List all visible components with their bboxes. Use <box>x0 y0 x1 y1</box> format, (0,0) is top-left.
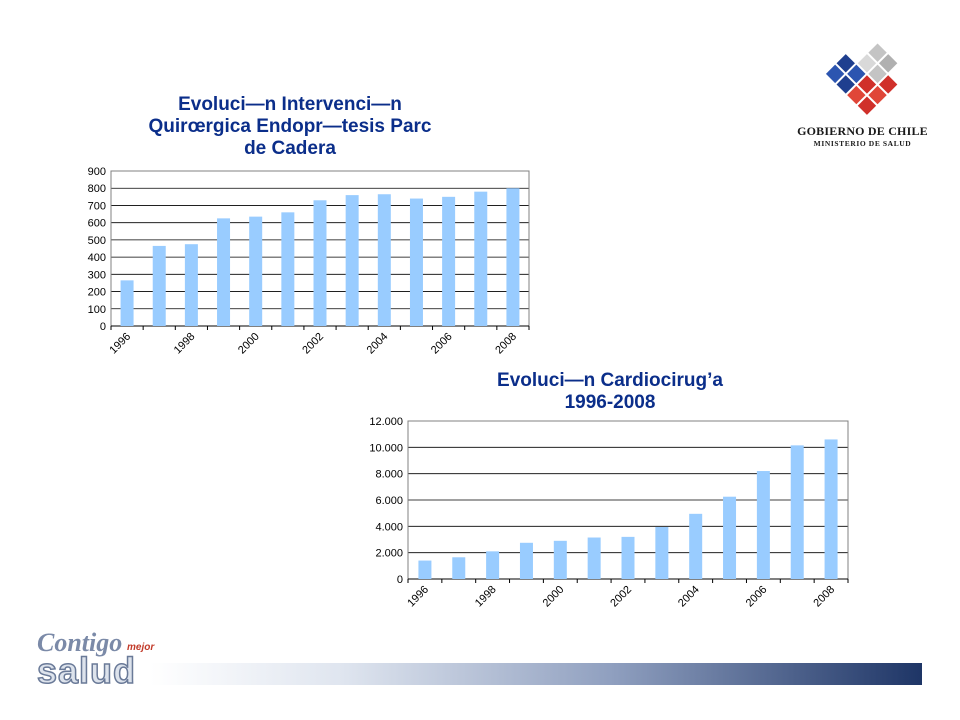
chart2-bar <box>452 557 466 579</box>
chart2-x-tick-label: 1996 <box>405 584 431 610</box>
chart1-title-line: de Cadera <box>244 138 336 159</box>
ministerio-name: MINISTERIO DE SALUD <box>813 139 912 148</box>
chart2-bar <box>553 540 567 579</box>
salud-word: salud <box>36 649 137 692</box>
chart1-y-tick-label: 900 <box>88 166 106 178</box>
chart1-x-tick-label: 2006 <box>429 331 455 357</box>
chart1-bar <box>506 188 520 326</box>
chart2-x-tick-label: 1998 <box>473 584 499 610</box>
contigo-word: Contigo <box>37 628 123 657</box>
chart2-y-tick-label: 6.000 <box>375 495 403 507</box>
chart2-title: Evoluci—n Cardiocirug’a 1996-2008 <box>420 370 800 414</box>
chart2-y-tick-label: 8.000 <box>375 469 403 481</box>
chart1-bar <box>409 198 423 326</box>
chart1-bar <box>281 212 295 326</box>
chart1-y-tick-label: 500 <box>88 235 106 247</box>
chart1-x-tick-label: 1998 <box>172 331 198 357</box>
chart2-x-tick-label: 2000 <box>541 584 567 610</box>
chart2-bar <box>621 536 635 579</box>
chart1-x-tick-label: 2002 <box>300 331 326 357</box>
gobierno-name: GOBIERNO DE CHILE <box>797 124 928 138</box>
contigo-mejor-salud-logo: Contigo mejor salud <box>35 628 160 692</box>
chart1-bar <box>217 218 231 326</box>
chart2-x-tick-label: 2006 <box>744 584 770 610</box>
chart2-bar <box>756 471 770 579</box>
chart1-title-line: Quirœrgica Endopr—tesis Parc <box>148 116 432 137</box>
chart1-y-tick-label: 800 <box>88 183 106 195</box>
chart1-bar <box>442 196 456 326</box>
chart2-y-tick-label: 0 <box>397 574 403 586</box>
chart1-bar <box>184 244 198 326</box>
chart2-y-tick-label: 4.000 <box>375 521 403 533</box>
chart2-bar <box>486 551 500 579</box>
chart1-y-tick-label: 100 <box>88 304 106 316</box>
chart1-bar <box>120 280 134 326</box>
gobierno-de-chile-logo: GOBIERNO DE CHILE MINISTERIO DE SALUD <box>795 36 930 156</box>
chart1-bar <box>152 245 166 326</box>
chart1-bar <box>249 216 263 326</box>
chart1-x-tick-label: 2000 <box>236 331 262 357</box>
chart2-title-line: Evoluci—n Cardiocirug’a <box>497 370 723 391</box>
chart2-x-tick-label: 2002 <box>608 584 634 610</box>
chart1-y-tick-label: 0 <box>100 321 106 333</box>
chart1-bar <box>377 194 391 326</box>
chart1-x-tick-label: 2004 <box>365 331 391 357</box>
chart1-bar <box>474 191 488 326</box>
chart2-bar <box>655 526 669 579</box>
chart1-title: Evoluci—n Intervenci—n Quirœrgica Endopr… <box>140 94 440 160</box>
chart1-bar <box>345 195 359 326</box>
chart2-x-tick-label: 2008 <box>811 584 837 610</box>
chart2-bar <box>418 560 432 579</box>
chart1-x-tick-label: 1996 <box>107 331 133 357</box>
chart2-bar <box>587 537 601 579</box>
chart1-x-tick-label: 2008 <box>493 331 519 357</box>
chart1-y-tick-label: 700 <box>88 200 106 212</box>
chart1-y-tick-label: 600 <box>88 218 106 230</box>
chart1-y-tick-label: 400 <box>88 252 106 264</box>
chart1-title-line: Evoluci—n Intervenci—n <box>178 94 402 115</box>
chart2-y-tick-label: 10.000 <box>369 442 403 454</box>
chart2-y-tick-label: 2.000 <box>375 548 403 560</box>
chart1-y-tick-label: 200 <box>88 287 106 299</box>
footer-gradient-bar <box>150 663 922 685</box>
gobierno-emblem-icon <box>825 43 898 115</box>
chart1-y-tick-label: 300 <box>88 269 106 281</box>
chart2-bar <box>723 496 737 579</box>
chart2-x-tick-label: 2004 <box>676 584 702 610</box>
chart2-bar <box>824 439 838 579</box>
chart1-bar <box>313 200 327 326</box>
chart2-bar <box>790 445 804 579</box>
chart2-title-line: 1996-2008 <box>564 392 656 413</box>
chart2-bar <box>519 542 533 579</box>
chart2-y-tick-label: 12.000 <box>369 416 403 428</box>
mejor-word: mejor <box>127 642 155 653</box>
chart2-bar <box>689 513 703 579</box>
